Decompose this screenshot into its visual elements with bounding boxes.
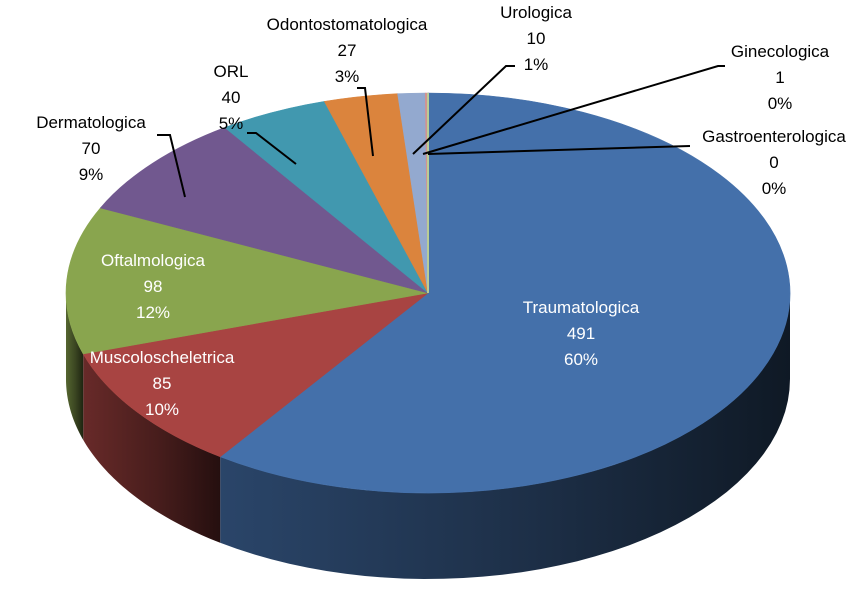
label-category: Oftalmologica [101,251,205,270]
label-percent: 9% [79,165,104,184]
label-value: 491 [567,324,595,343]
pie-tops [65,92,791,494]
label-category: Gastroenterologica [702,127,846,146]
data-label-ginecologica: Ginecologica 1 0% [731,42,830,113]
label-percent: 5% [219,114,244,133]
label-percent: 10% [145,400,179,419]
data-label-oftalmologica: Oftalmologica 98 12% [101,251,205,322]
label-percent: 1% [524,55,549,74]
label-value: 0 [769,153,778,172]
leader-line-urologica [412,65,515,155]
slice-side-traumatologica [220,293,790,579]
leader-line-odontostomatologica [357,87,374,157]
label-percent: 60% [564,350,598,369]
data-label-dermatologica: Dermatologica 70 9% [36,113,146,184]
label-percent: 12% [136,303,170,322]
label-value: 40 [222,88,241,107]
slice-side-muscoloscheletrica [83,353,221,543]
label-percent: 3% [335,67,360,86]
data-label-muscoloscheletrica: Muscoloscheletrica 85 10% [90,348,235,419]
slice-traumatologica [219,92,791,494]
leader-line-dermatologica [157,134,186,198]
label-value: 1 [775,68,784,87]
data-label-odontostomatologica: Odontostomatologica 27 3% [267,15,428,86]
label-category: Dermatologica [36,113,146,132]
label-percent: 0% [762,179,787,198]
label-category: Traumatologica [523,298,640,317]
leader-lines [157,65,725,198]
leader-line-orl [247,132,297,165]
data-label-gastroenterologica: Gastroenterologica 0 0% [702,127,846,198]
slice-muscoloscheletrica [82,292,429,458]
label-category: Ginecologica [731,42,830,61]
data-label-urologica: Urologica 10 1% [500,3,572,74]
label-value: 85 [153,374,172,393]
label-value: 10 [527,29,546,48]
label-value: 98 [144,277,163,296]
label-value: 70 [82,139,101,158]
label-category: ORL [214,62,249,81]
data-label-orl: ORL 40 5% [214,62,249,133]
slice-oftalmologica [65,207,429,355]
label-category: Odontostomatologica [267,15,428,34]
slice-side-oftalmologica [66,293,84,440]
pie-sides [66,293,790,579]
leader-line-gastroenterologica [427,145,691,155]
data-label-traumatologica: Traumatologica 491 60% [523,298,640,369]
label-value: 27 [338,41,357,60]
data-labels: Traumatologica 491 60% Muscoloscheletrica 85… [36,3,846,419]
label-percent: 0% [768,94,793,113]
slice-dermatologica [99,127,429,294]
label-category: Muscoloscheletrica [90,348,235,367]
label-category: Urologica [500,3,572,22]
leader-line-ginecologica [422,65,725,155]
